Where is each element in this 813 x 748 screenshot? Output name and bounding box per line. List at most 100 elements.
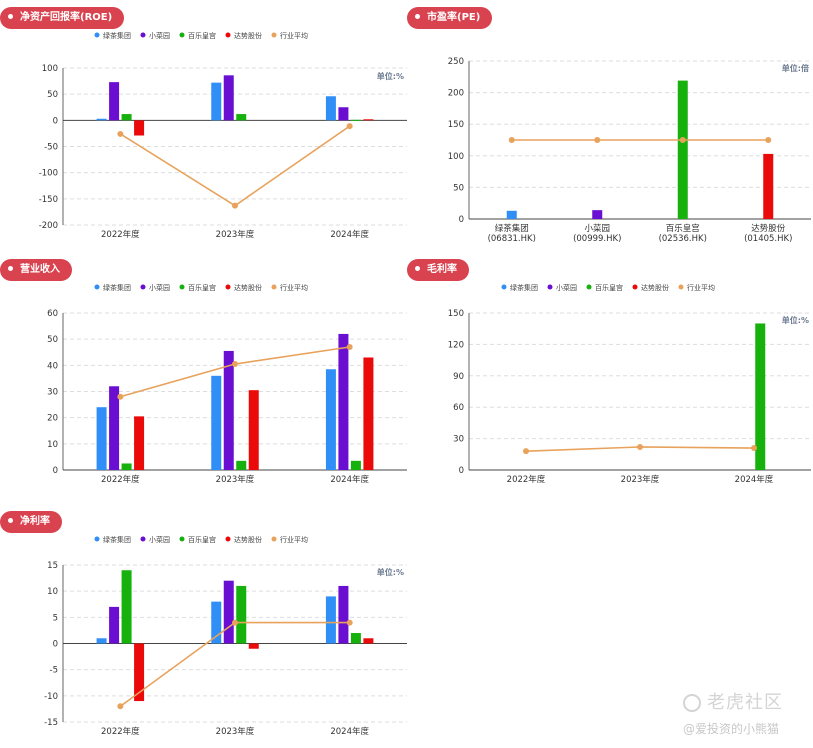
x-tick-label: 2024年度 [330, 229, 369, 240]
average-point-2 [346, 344, 353, 351]
y-tick-label: -100 [39, 169, 58, 179]
x-tick-label: 绿茶集团 [495, 223, 529, 234]
y-tick-label: 50 [47, 90, 58, 100]
average-point-2 [346, 123, 353, 130]
pe-title-badge: 市盈率(PE) [407, 7, 493, 29]
net-title-badge: 净利率 [0, 511, 62, 533]
y-tick-label: 0 [459, 215, 464, 225]
legend-marker-4 [271, 536, 277, 542]
legend-marker-3 [225, 284, 231, 290]
x-tick-label: (00999.HK) [573, 234, 621, 244]
unit-label: 单位:倍 [782, 63, 809, 73]
legend-marker-2 [179, 284, 185, 290]
bar-百乐皇宫-2 [350, 633, 361, 644]
y-tick-label: 120 [448, 340, 464, 350]
legend-label-1: 小菜园 [149, 535, 170, 544]
y-tick-label: 0 [53, 466, 58, 476]
average-point-2 [679, 137, 686, 143]
legend-marker-0 [94, 536, 100, 542]
average-point-1 [594, 137, 601, 143]
bar-百乐皇宫-1 [236, 585, 247, 644]
x-tick-label: 2022年度 [101, 726, 140, 737]
legend-label-0: 绿茶集团 [510, 283, 538, 292]
revenue-chart: 绿茶集团 小菜园 百乐皇宫 达势股份 行业平均 60 50 40 30 20 10 0 2022年度 20… [47, 283, 407, 485]
bar-绿茶集团-1 [211, 375, 222, 470]
bar-小菜园-0 [109, 82, 120, 121]
x-tick-label: 2023年度 [621, 474, 660, 485]
y-tick-label: 100 [42, 64, 58, 74]
legend-label-4: 行业平均 [280, 535, 308, 544]
bar-达势股份-1 [248, 643, 259, 649]
legend-marker-0 [94, 32, 100, 38]
average-point-1 [232, 361, 238, 368]
legend-marker-0 [94, 284, 100, 290]
legend-marker-3 [225, 32, 231, 38]
legend-marker-2 [179, 536, 185, 542]
legend-label-4: 行业平均 [687, 283, 715, 292]
legend-label-0: 绿茶集团 [103, 535, 131, 544]
net-chart: 绿茶集团 小菜园 百乐皇宫 达势股份 行业平均 15 10 5 0 -5 -10 -15 2022年度 2… [44, 535, 407, 737]
average-point-2 [751, 445, 757, 452]
bar-小菜园-2 [338, 333, 349, 470]
bar-达势股份-2 [363, 357, 374, 470]
y-tick-label: 20 [47, 414, 58, 424]
x-tick-label: 2024年度 [330, 726, 369, 737]
bar-绿茶集团-0 [96, 118, 107, 121]
legend-label-4: 行业平均 [280, 31, 308, 40]
net-panel: 净利率 绿茶集团 小菜园 百乐皇宫 达势股份 行业平均 15 10 5 0 -5 -10 -15 202… [0, 511, 410, 748]
y-tick-label: 40 [47, 361, 58, 371]
y-tick-label: -10 [44, 692, 58, 702]
y-tick-label: 0 [53, 116, 58, 126]
bar-绿茶集团-2 [325, 369, 336, 470]
average-point-0 [117, 130, 124, 137]
x-tick-label: 达势股份 [751, 223, 786, 234]
legend-label-2: 百乐皇宫 [188, 283, 216, 292]
bullet-icon [415, 13, 420, 19]
average-point-3 [765, 137, 772, 143]
y-tick-label: 60 [47, 309, 58, 319]
y-tick-label: 0 [459, 466, 464, 476]
legend-marker-1 [140, 284, 146, 290]
bar-小菜园-0 [109, 386, 120, 470]
average-line [119, 621, 350, 707]
pe-chart: 250 200 150 100 50 0 绿茶集团(06831.HK) 小菜园(00999.H… [448, 57, 811, 244]
legend-label-2: 百乐皇宫 [188, 31, 216, 40]
legend-marker-1 [547, 284, 553, 290]
y-tick-label: 100 [448, 152, 464, 162]
average-point-0 [117, 393, 124, 400]
y-tick-label: 0 [53, 640, 58, 650]
legend-marker-4 [271, 32, 277, 38]
bar-0 [506, 210, 517, 219]
bar-百乐皇宫-2 [755, 323, 766, 470]
y-tick-label: 30 [453, 435, 464, 445]
watermark-sub: @爱投资的小熊猫 [683, 722, 780, 736]
bar-达势股份-0 [134, 416, 145, 470]
legend-marker-1 [140, 32, 146, 38]
x-tick-label: 2022年度 [507, 474, 546, 485]
bar-百乐皇宫-2 [350, 119, 361, 121]
legend-label-1: 小菜园 [556, 283, 577, 292]
bar-达势股份-2 [363, 638, 374, 644]
y-tick-label: 5 [53, 613, 58, 623]
legend-label-0: 绿茶集团 [103, 283, 131, 292]
unit-label: 单位:% [377, 71, 404, 81]
unit-label: 单位:% [377, 567, 404, 577]
bar-绿茶集团-2 [325, 596, 336, 644]
bar-绿茶集团-0 [96, 407, 107, 470]
bar-达势股份-2 [363, 119, 374, 121]
bullet-icon [8, 517, 13, 523]
y-tick-label: 10 [47, 587, 58, 597]
x-tick-label: 小菜园 [584, 223, 610, 234]
legend-label-2: 百乐皇宫 [595, 283, 623, 292]
revenue-title-badge: 营业收入 [0, 259, 72, 281]
y-tick-label: 150 [448, 309, 464, 319]
legend-marker-3 [632, 284, 638, 290]
bar-小菜园-1 [223, 350, 234, 470]
bar-小菜园-1 [223, 75, 234, 121]
y-tick-label: 15 [47, 561, 58, 571]
y-tick-label: 150 [448, 120, 464, 130]
bar-小菜园-1 [223, 580, 234, 644]
bar-百乐皇宫-1 [236, 114, 247, 121]
average-point-0 [508, 137, 515, 143]
legend-label-1: 小菜园 [149, 283, 170, 292]
